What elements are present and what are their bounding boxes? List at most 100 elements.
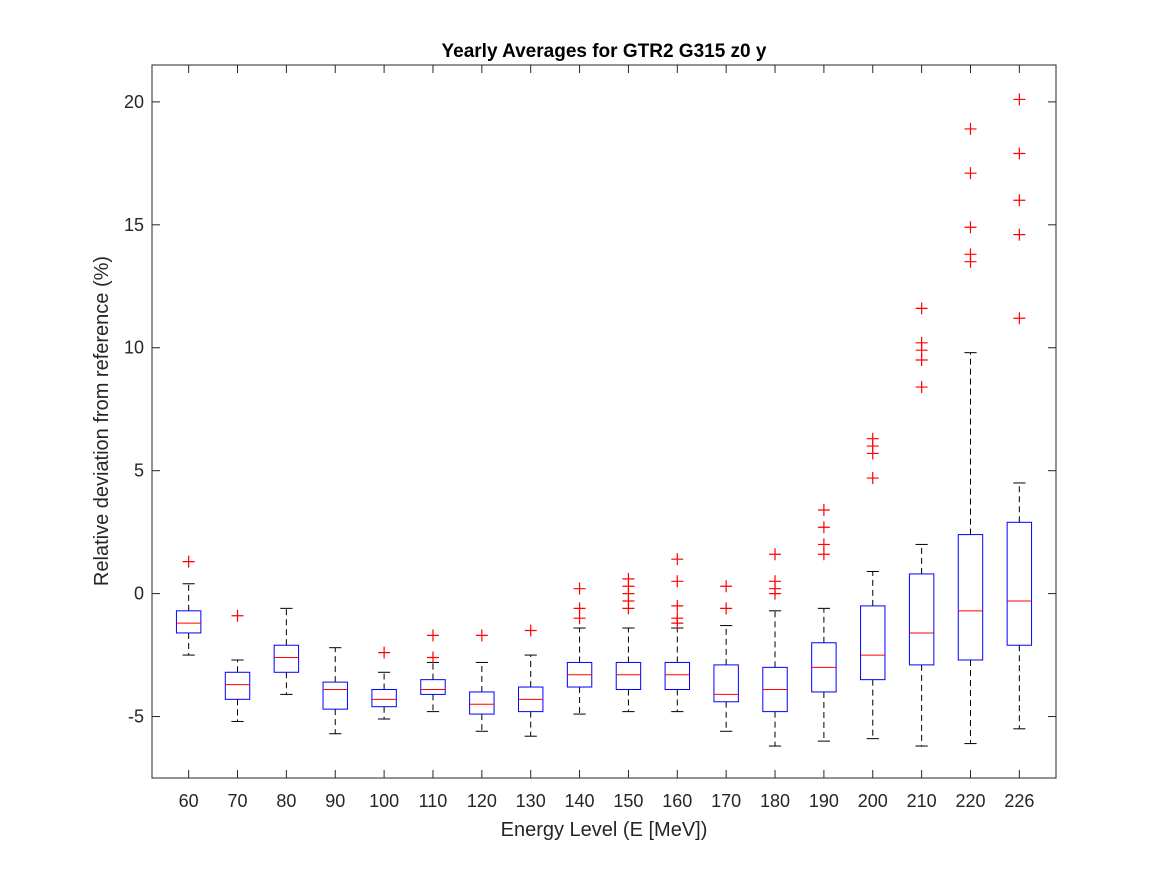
box-group-70 [224, 609, 251, 722]
iqr-box [224, 671, 251, 700]
outlier-marker [915, 336, 928, 349]
iqr-box [957, 534, 984, 661]
x-axis-label: Energy Level (E [MeV]) [501, 819, 708, 841]
box-group-210 [908, 302, 935, 747]
outlier-marker [769, 575, 782, 588]
outlier-marker [378, 646, 391, 659]
outlier-marker [915, 302, 928, 315]
box-group-80 [273, 607, 300, 695]
box-group-190 [811, 504, 837, 742]
outlier-marker [182, 555, 195, 568]
x-tick-label: 70 [227, 791, 247, 811]
box-group-90 [322, 647, 348, 735]
outlier-marker [1013, 312, 1026, 325]
outlier-marker [573, 582, 586, 595]
iqr-box [860, 605, 886, 681]
box-group-226 [1006, 93, 1033, 730]
box-group-130 [517, 624, 544, 737]
x-tick-label: 80 [276, 791, 296, 811]
outlier-marker [720, 580, 733, 593]
outlier-marker [1013, 228, 1026, 241]
outlier-marker [964, 221, 977, 234]
x-tick-label: 200 [858, 791, 888, 811]
x-tick-label: 60 [179, 791, 199, 811]
x-tick-label: 140 [565, 791, 595, 811]
outlier-marker [964, 248, 977, 261]
outlier-marker [866, 432, 879, 445]
box-group-160 [664, 553, 691, 713]
iqr-box [420, 679, 446, 695]
outlier-marker [426, 629, 439, 642]
iqr-box [175, 610, 202, 634]
iqr-box [908, 573, 935, 666]
iqr-box [469, 691, 495, 715]
outlier-marker [1013, 194, 1026, 207]
x-tick-label: 220 [955, 791, 985, 811]
iqr-box [371, 688, 397, 708]
outlier-marker [573, 602, 586, 615]
outlier-marker [671, 553, 684, 566]
x-tick-label: 160 [662, 791, 692, 811]
box-group-150 [615, 572, 642, 713]
outlier-marker [231, 609, 244, 622]
outlier-marker [524, 624, 537, 637]
box-group-180 [762, 548, 788, 747]
box-group-100 [371, 646, 397, 720]
x-tick-label: 226 [1004, 791, 1034, 811]
outlier-marker [964, 167, 977, 180]
outlier-marker [1013, 93, 1026, 106]
ticks-layer: 60 70 80 90 100 110 120 130 140 150 160 170 180 190 20… [124, 65, 1056, 811]
iqr-box [615, 661, 642, 690]
x-tick-label: 100 [369, 791, 399, 811]
x-tick-label: 170 [711, 791, 741, 811]
x-tick-label: 180 [760, 791, 790, 811]
x-tick-label: 90 [325, 791, 345, 811]
y-tick-label: 5 [134, 461, 144, 481]
marks-layer [175, 93, 1033, 747]
x-tick-label: 120 [467, 791, 497, 811]
iqr-box [322, 681, 348, 710]
outlier-marker [769, 548, 782, 561]
outlier-marker [720, 602, 733, 615]
outlier-marker [866, 472, 879, 485]
outlier-marker [622, 572, 635, 585]
box-group-60 [175, 555, 202, 656]
box-group-140 [566, 582, 593, 715]
iqr-box [1006, 521, 1033, 646]
x-tick-label: 190 [809, 791, 839, 811]
outlier-marker [426, 651, 439, 664]
iqr-box [713, 664, 739, 703]
chart-title: Yearly Averages for GTR2 G315 z0 y [442, 41, 767, 62]
y-tick-label: 15 [124, 215, 144, 235]
x-tick-label: 110 [419, 791, 448, 811]
box-group-110 [420, 629, 446, 713]
iqr-box [664, 661, 691, 690]
x-tick-label: 130 [516, 791, 546, 811]
outlier-marker [475, 629, 488, 642]
y-tick-label: 10 [124, 338, 144, 358]
outlier-marker [1013, 147, 1026, 160]
outlier-marker [964, 122, 977, 135]
outlier-marker [671, 599, 684, 612]
iqr-box [273, 644, 300, 673]
box-group-170 [713, 580, 739, 732]
outlier-marker [671, 575, 684, 588]
box-group-120 [469, 629, 495, 732]
y-tick-label: 20 [124, 92, 144, 112]
box-group-200 [860, 432, 886, 740]
y-tick-label: -5 [128, 707, 144, 727]
x-tick-label: 150 [613, 791, 643, 811]
x-tick-label: 210 [907, 791, 937, 811]
y-axis-label: Relative deviation from reference (%) [91, 256, 113, 586]
plot-area [152, 65, 1056, 778]
outlier-marker [915, 381, 928, 394]
outlier-marker [817, 504, 830, 517]
outlier-marker [817, 538, 830, 551]
axes-frame [151, 64, 1057, 779]
y-tick-label: 0 [134, 584, 144, 604]
box-group-220 [957, 122, 984, 745]
outlier-marker [671, 612, 684, 625]
outlier-marker [817, 521, 830, 534]
